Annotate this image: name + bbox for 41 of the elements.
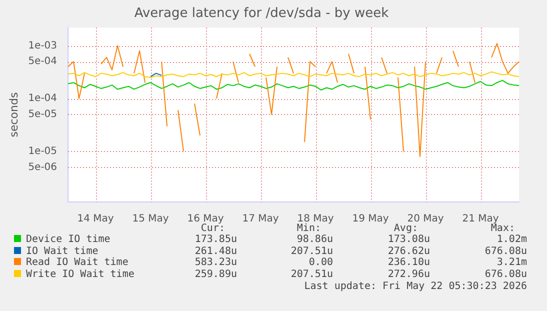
text: Max: (490, 223, 515, 234)
legend-label: IO Wait time (25, 246, 98, 257)
text: 259.89u (194, 269, 237, 282)
text: Min: (296, 223, 321, 234)
y-tick-label: 5e-06 (28, 162, 58, 173)
x-tick-label: 14 May (77, 214, 114, 225)
y-axis-title: seconds (7, 92, 20, 138)
x-tick-label: 20 May (407, 214, 444, 225)
y-tick-label: 5e-05 (28, 109, 58, 120)
legend-label: Device IO time (25, 234, 110, 246)
text: 583.23u (194, 257, 237, 270)
text: 1.02m (496, 234, 527, 246)
text: 236.10u (388, 257, 430, 270)
text: 207.51u (290, 269, 333, 282)
x-tick-label: 18 May (297, 214, 334, 225)
text: 207.51u (290, 246, 333, 258)
x-tick-label: 21 May (462, 214, 499, 225)
x-tick-label: 17 May (242, 214, 279, 225)
text: 173.85u (194, 234, 237, 246)
text: 98.86u (296, 234, 333, 246)
chart-title: Average latency for /dev/sda - by week (134, 6, 390, 22)
text: Last update: Fri May 22 05:30:23 2026 (304, 280, 527, 293)
text: 3.21m (496, 257, 527, 270)
y-tick-label: 5e-04 (28, 56, 58, 68)
text: Avg: (394, 223, 418, 234)
x-tick-label: 19 May (352, 214, 389, 225)
text: 276.62u (388, 246, 430, 258)
text: 272.96u (388, 269, 430, 281)
text: Cur: (200, 223, 225, 234)
text: 676.08u (484, 246, 527, 258)
text: 261.48u (194, 246, 237, 258)
text: 676.08u (484, 269, 527, 282)
y-tick-label: 1e-04 (28, 93, 58, 104)
text: 0.00 (308, 257, 333, 270)
y-tick-label: 1e-05 (28, 146, 58, 157)
text: 173.08u (388, 234, 430, 246)
y-tick-label: 1e-03 (28, 40, 58, 52)
x-tick-label: 15 May (132, 214, 169, 225)
x-tick-label: 16 May (187, 214, 224, 225)
legend-label: Write IO Wait time (25, 269, 134, 282)
legend-label: Read IO Wait time (25, 257, 128, 269)
